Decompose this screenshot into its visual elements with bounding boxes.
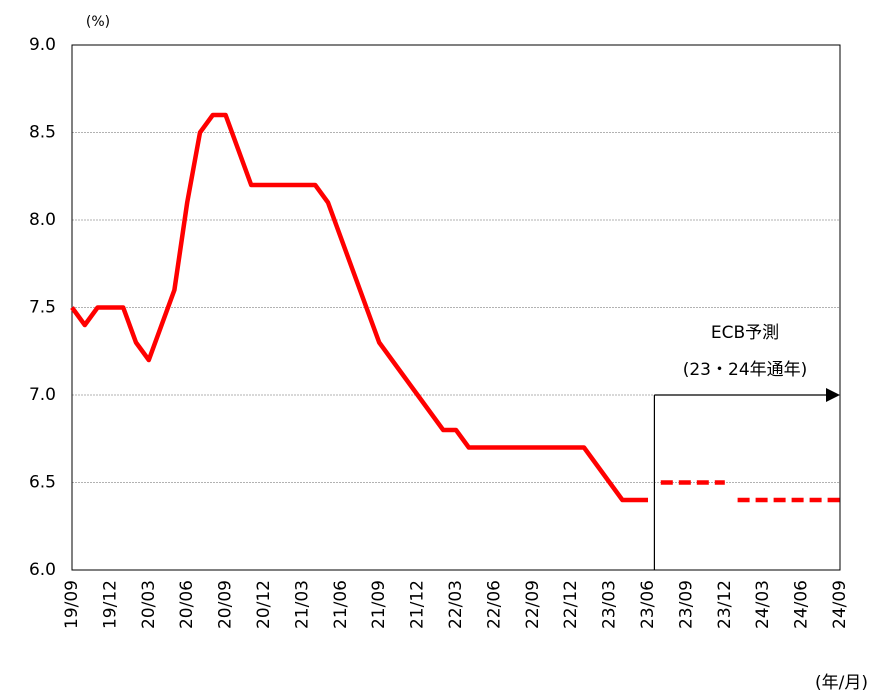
- x-tick-label: 24/06: [792, 580, 812, 629]
- x-tick-label: 23/06: [638, 580, 658, 629]
- x-tick-label: 22/12: [561, 580, 581, 629]
- x-tick-label: 21/12: [408, 580, 428, 629]
- arrow-head: [826, 388, 840, 402]
- y-tick-label: 8.5: [29, 123, 56, 143]
- x-tick-label: 22/03: [446, 580, 466, 629]
- x-tick-label: 21/03: [292, 580, 312, 629]
- x-tick-label: 24/03: [753, 580, 773, 629]
- annotation: (23・24年通年): [683, 360, 808, 380]
- x-tick-label: 21/09: [369, 580, 389, 629]
- annotation: ECB予測: [711, 323, 779, 343]
- x-unit-label: (年/月): [815, 673, 868, 693]
- data-line: [70, 112, 648, 503]
- y-tick-label: 9.0: [29, 35, 56, 55]
- x-tick-label: 20/06: [177, 580, 197, 629]
- y-tick-label: 7.5: [29, 298, 56, 318]
- y-tick-label: 8.0: [29, 210, 56, 230]
- x-tick-label: 20/03: [139, 580, 159, 629]
- x-tick-label: 20/09: [216, 580, 236, 629]
- y-tick-label: 7.0: [29, 385, 56, 405]
- x-tick-label: 20/12: [254, 580, 274, 629]
- x-tick-label: 19/12: [100, 580, 120, 629]
- y-unit-label: (%): [86, 14, 110, 30]
- y-tick-label: 6.0: [29, 560, 56, 580]
- x-tick-label: 23/12: [715, 580, 735, 629]
- x-tick-label: 21/06: [331, 580, 351, 629]
- x-tick-label: 19/09: [62, 580, 82, 629]
- x-tick-label: 24/09: [830, 580, 850, 629]
- y-tick-label: 6.5: [29, 473, 56, 493]
- x-tick-label: 22/09: [523, 580, 543, 629]
- x-tick-label: 23/03: [600, 580, 620, 629]
- x-tick-label: 22/06: [484, 580, 504, 629]
- x-tick-label: 23/09: [676, 580, 696, 629]
